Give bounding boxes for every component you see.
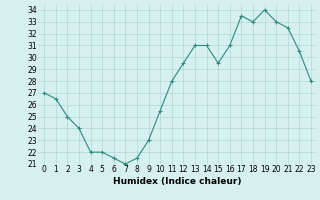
- X-axis label: Humidex (Indice chaleur): Humidex (Indice chaleur): [113, 177, 242, 186]
